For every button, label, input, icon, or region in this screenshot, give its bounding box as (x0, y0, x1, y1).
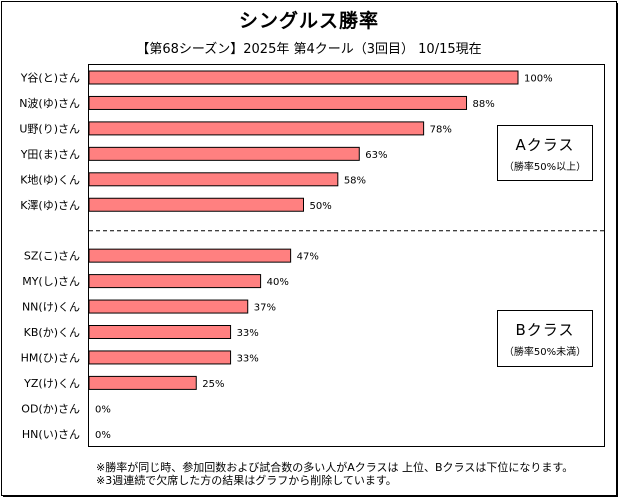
category-label: SZ(こ)さん (24, 250, 80, 263)
class-b-label: Bクラス (515, 321, 575, 339)
bar (88, 146, 360, 161)
data-label: 40% (267, 277, 289, 288)
footnote-2: ※3週連続で欠席した方の結果はグラフから削除しています。 (96, 474, 397, 487)
category-label: Y谷(と)さん (20, 72, 80, 85)
data-label: 100% (524, 74, 553, 85)
bar (88, 375, 197, 390)
data-label: 88% (473, 99, 495, 110)
bar (88, 299, 249, 314)
bar (88, 350, 232, 365)
frame-shadow (616, 3, 618, 497)
data-label: 33% (237, 328, 259, 339)
chart-title: シングルス勝率 (238, 10, 379, 32)
class-a-label: Aクラス (515, 136, 575, 154)
class-b-sublabel: （勝率50%未満） (503, 347, 587, 358)
bar (88, 197, 304, 212)
category-label: K地(ゆ)くん (20, 173, 80, 186)
bar (88, 70, 519, 85)
data-label: 50% (310, 201, 332, 212)
bar (88, 274, 262, 289)
bar (88, 325, 232, 339)
category-label: HN(い)さん (22, 428, 80, 441)
data-label: 78% (430, 124, 452, 135)
class-b-label-box: Bクラス （勝率50%未満） (497, 310, 593, 367)
category-label: OD(か)さん (21, 402, 80, 415)
data-label: 25% (202, 379, 224, 390)
footnote-1: ※勝率が同じ時、参加回数および試合数の多い人がAクラスは 上位、Bクラスは下位に… (96, 461, 574, 474)
data-label: 58% (344, 175, 366, 186)
data-label: 33% (237, 353, 259, 364)
category-label: U野(り)さん (19, 122, 80, 135)
bar (88, 95, 468, 110)
bar (88, 248, 292, 263)
data-label: 63% (365, 150, 387, 161)
class-a-label-box: Aクラス （勝率50%以上） (497, 125, 593, 181)
category-label: NN(け)くん (22, 301, 80, 314)
frame-shadow (3, 495, 618, 497)
data-label: 37% (254, 303, 276, 314)
data-label: 47% (297, 252, 319, 263)
bar (88, 121, 425, 136)
chart-subtitle: 【第68シーズン】2025年 第4クール（3回目） 10/15現在 (136, 42, 482, 57)
category-label: N波(ゆ)さん (19, 97, 80, 110)
category-label: KB(か)くん (24, 326, 80, 339)
category-label: K澤(ゆ)さん (20, 199, 80, 212)
category-label: HM(ひ)さん (21, 351, 80, 364)
category-label: MY(し)さん (22, 275, 80, 288)
category-label: YZ(け)くん (23, 377, 80, 390)
class-a-sublabel: （勝率50%以上） (503, 162, 587, 173)
bar (88, 172, 339, 187)
data-label: 0% (95, 404, 111, 415)
data-label: 0% (95, 430, 111, 441)
category-label: Y田(ま)さん (20, 148, 80, 161)
